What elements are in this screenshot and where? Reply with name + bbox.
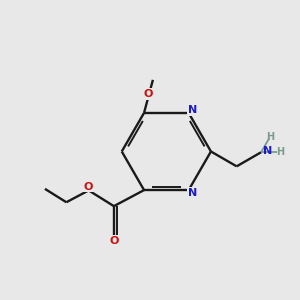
Text: N: N <box>262 146 272 156</box>
Text: O: O <box>83 182 93 191</box>
Text: H: H <box>266 132 274 142</box>
Text: N: N <box>188 188 197 198</box>
Text: O: O <box>110 236 119 246</box>
Text: O: O <box>143 89 153 99</box>
Text: N: N <box>188 105 197 115</box>
Text: H: H <box>276 147 284 157</box>
